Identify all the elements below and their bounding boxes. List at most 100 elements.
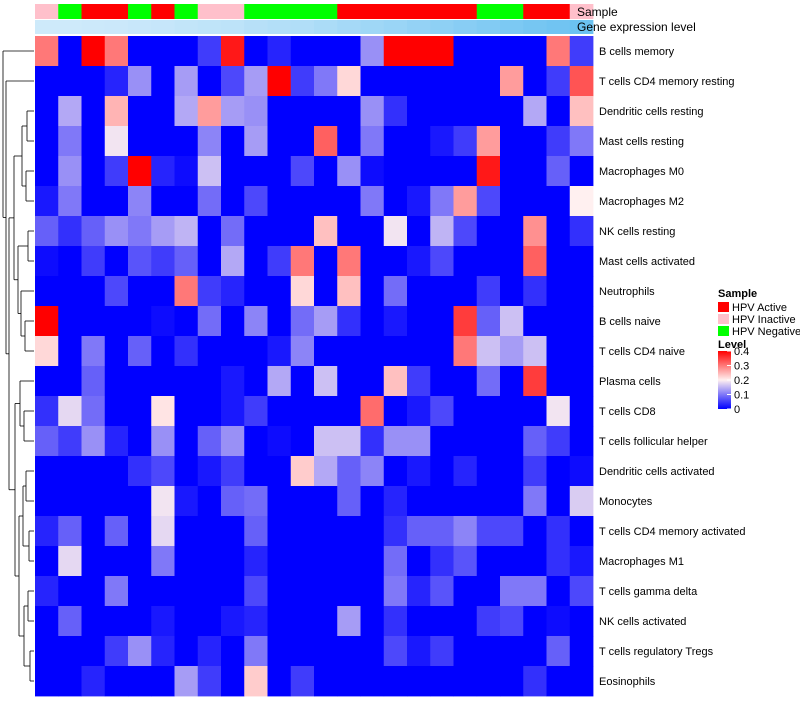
heatmap-cell bbox=[523, 276, 547, 307]
heatmap-cell bbox=[197, 486, 222, 517]
heatmap-cell bbox=[104, 606, 129, 637]
heatmap-cell bbox=[337, 546, 361, 577]
heatmap-cell bbox=[104, 456, 129, 487]
heatmap-cell bbox=[407, 36, 431, 67]
heatmap-cell bbox=[267, 216, 292, 247]
gene-expression-annotation-cell bbox=[104, 20, 129, 34]
row-label: B cells memory bbox=[599, 46, 675, 58]
heatmap-cell bbox=[35, 486, 59, 517]
heatmap-cell bbox=[314, 36, 338, 67]
heatmap-cell bbox=[500, 336, 524, 367]
heatmap-cell bbox=[500, 396, 524, 427]
sample-annotation-cell bbox=[151, 4, 175, 19]
heatmap-cell bbox=[500, 666, 524, 697]
heatmap-cell bbox=[453, 396, 478, 427]
level-legend: Level 0.4 0.3 0.2 0.1 0 bbox=[718, 339, 749, 416]
heatmap-cell bbox=[407, 666, 431, 697]
heatmap-cell bbox=[337, 576, 361, 607]
row-label: T cells CD4 naive bbox=[599, 346, 685, 358]
heatmap-cell bbox=[197, 216, 222, 247]
heatmap-cell bbox=[174, 216, 199, 247]
heatmap-cell bbox=[407, 576, 431, 607]
heatmap-cell bbox=[104, 36, 129, 67]
heatmap-cell bbox=[337, 516, 361, 547]
heatmap-cell bbox=[546, 186, 571, 217]
heatmap-cell bbox=[58, 546, 82, 577]
heatmap-cell bbox=[430, 276, 454, 307]
row-dendrogram bbox=[2, 50, 34, 682]
heatmap-cell bbox=[500, 606, 524, 637]
heatmap-cell bbox=[337, 486, 361, 517]
heatmap-cell bbox=[383, 636, 408, 667]
heatmap-cell bbox=[337, 156, 361, 187]
heatmap-cell bbox=[500, 186, 524, 217]
heatmap-cell bbox=[430, 246, 454, 277]
heatmap-cell bbox=[81, 306, 106, 337]
heatmap-cell bbox=[81, 636, 106, 667]
heatmap-cell bbox=[383, 426, 408, 457]
heatmap-cell bbox=[360, 516, 385, 547]
gene-expression-annotation-cell bbox=[151, 20, 175, 34]
heatmap-cell bbox=[104, 156, 129, 187]
heatmap-cell bbox=[476, 486, 501, 517]
gene-expression-annotation-cell bbox=[500, 20, 524, 34]
heatmap-cell bbox=[337, 216, 361, 247]
heatmap-cell bbox=[360, 306, 385, 337]
heatmap-cell bbox=[430, 216, 454, 247]
heatmap-cell bbox=[523, 366, 547, 397]
heatmap-cell bbox=[569, 36, 594, 67]
heatmap-cell bbox=[360, 486, 385, 517]
gene-expression-annotation-cell bbox=[360, 20, 385, 34]
heatmap-cell bbox=[174, 636, 199, 667]
heatmap-cell bbox=[221, 186, 245, 217]
heatmap-cell bbox=[383, 126, 408, 157]
heatmap-cell bbox=[546, 426, 571, 457]
heatmap-cell bbox=[314, 396, 338, 427]
heatmap-cell bbox=[174, 546, 199, 577]
heatmap-cell bbox=[523, 546, 547, 577]
heatmap-cell bbox=[314, 336, 338, 367]
heatmap-cell bbox=[500, 546, 524, 577]
heatmap-cell bbox=[360, 246, 385, 277]
gene-expression-annotation-cell bbox=[267, 20, 292, 34]
heatmap-cell bbox=[476, 396, 501, 427]
sample-legend-label: HPV Active bbox=[732, 302, 787, 314]
row-label: T cells gamma delta bbox=[599, 586, 698, 598]
heatmap-cell bbox=[128, 396, 152, 427]
gene-expression-annotation-label: Gene expression level bbox=[577, 20, 696, 34]
heatmap-cell bbox=[407, 156, 431, 187]
gene-expression-annotation-cell bbox=[523, 20, 547, 34]
row-label: T cells CD4 memory activated bbox=[599, 526, 746, 538]
heatmap-cell bbox=[128, 456, 152, 487]
heatmap-cell bbox=[546, 576, 571, 607]
gene-expression-annotation-cell bbox=[383, 20, 408, 34]
heatmap-cell bbox=[58, 156, 82, 187]
heatmap-cell bbox=[360, 456, 385, 487]
heatmap-cell bbox=[81, 336, 106, 367]
row-label: T cells CD4 memory resting bbox=[599, 76, 735, 88]
heatmap-cell bbox=[453, 66, 478, 97]
heatmap-cell bbox=[383, 546, 408, 577]
heatmap-cell bbox=[128, 306, 152, 337]
heatmap-cell bbox=[104, 366, 129, 397]
heatmap-cell bbox=[337, 246, 361, 277]
heatmap-cell bbox=[197, 606, 222, 637]
gene-expression-annotation-cell bbox=[128, 20, 152, 34]
heatmap-cell bbox=[290, 576, 315, 607]
heatmap-cell bbox=[407, 186, 431, 217]
heatmap-cell bbox=[267, 486, 292, 517]
heatmap-cell bbox=[453, 546, 478, 577]
heatmap-cell bbox=[267, 156, 292, 187]
heatmap-cell bbox=[337, 456, 361, 487]
heatmap-cell bbox=[290, 276, 315, 307]
row-label: Macrophages M2 bbox=[599, 196, 684, 208]
heatmap-cell bbox=[569, 516, 594, 547]
sample-annotation-cell bbox=[35, 4, 59, 19]
heatmap-cell bbox=[128, 516, 152, 547]
heatmap-cell bbox=[174, 246, 199, 277]
heatmap-cell bbox=[337, 336, 361, 367]
heatmap-cell bbox=[104, 486, 129, 517]
heatmap-cell bbox=[569, 156, 594, 187]
heatmap-cell bbox=[500, 366, 524, 397]
heatmap-cell bbox=[35, 546, 59, 577]
